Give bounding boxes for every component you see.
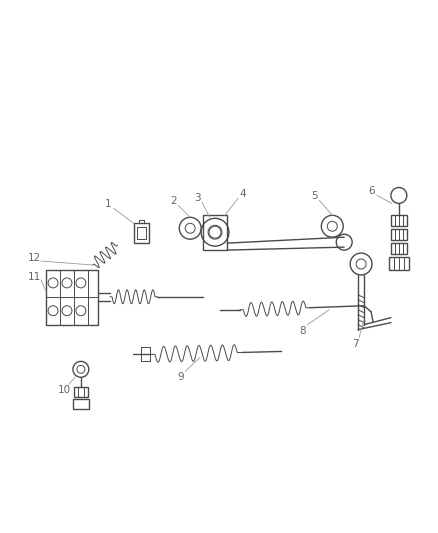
Bar bbox=[389, 257, 409, 270]
Text: 12: 12 bbox=[28, 253, 41, 263]
Bar bbox=[391, 243, 407, 254]
Text: 1: 1 bbox=[104, 199, 111, 209]
Bar bbox=[74, 387, 88, 397]
Bar bbox=[391, 215, 407, 226]
Bar bbox=[391, 229, 407, 240]
Bar bbox=[46, 270, 98, 325]
Text: 10: 10 bbox=[57, 385, 71, 395]
Bar bbox=[137, 227, 146, 239]
Text: 7: 7 bbox=[352, 338, 358, 349]
Text: 2: 2 bbox=[170, 197, 177, 206]
Text: 5: 5 bbox=[311, 191, 318, 201]
Text: 6: 6 bbox=[369, 187, 375, 197]
Bar bbox=[73, 399, 89, 409]
Bar bbox=[203, 215, 227, 250]
Text: 9: 9 bbox=[177, 372, 184, 382]
Text: 11: 11 bbox=[28, 272, 41, 282]
Text: 8: 8 bbox=[299, 326, 306, 336]
Text: 3: 3 bbox=[194, 193, 201, 204]
Text: 4: 4 bbox=[240, 189, 246, 199]
Bar bbox=[134, 223, 149, 243]
